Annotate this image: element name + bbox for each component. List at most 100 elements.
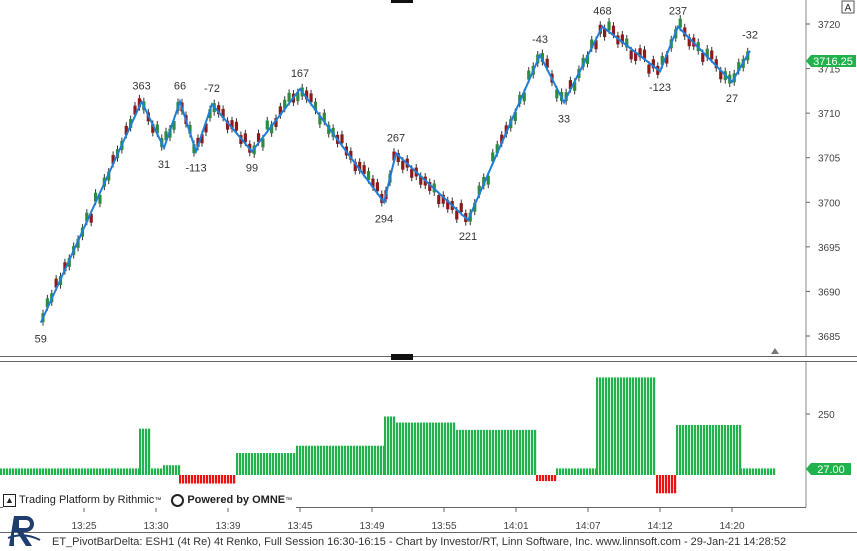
swing-label: 237: [669, 6, 687, 18]
swing-label: 59: [35, 334, 47, 346]
delta-bar: [114, 468, 117, 475]
delta-bar: [148, 428, 151, 475]
delta-bar: [438, 422, 441, 475]
delta-bar: [75, 468, 78, 475]
delta-bar: [761, 468, 764, 475]
swing-label: 33: [558, 113, 570, 125]
renko-brick: [243, 133, 247, 143]
delta-bar: [676, 424, 679, 475]
delta-bar: [362, 445, 365, 475]
delta-bar: [33, 468, 36, 475]
delta-bar: [574, 468, 577, 475]
renko-brick: [410, 168, 414, 178]
delta-bar: [715, 424, 718, 475]
price-tick-label: 3690: [818, 287, 841, 298]
renko-brick: [353, 162, 357, 172]
delta-bar: [123, 468, 126, 475]
renko-brick: [687, 37, 691, 47]
delta-bar: [353, 445, 356, 475]
delta-bar: [323, 445, 326, 475]
renko-brick: [651, 59, 655, 69]
omne-logo-icon: [171, 493, 185, 507]
delta-bar: [263, 453, 266, 475]
delta-bar: [468, 429, 471, 475]
delta-bar: [423, 422, 426, 475]
delta-bar: [341, 445, 344, 475]
delta-bar: [212, 475, 215, 484]
delta-bar: [81, 468, 84, 475]
delta-bar: [3, 468, 6, 475]
chart-footer: ET_PivotBarDelta: ESH1 (4t Re) 4t Renko,…: [52, 536, 787, 548]
delta-bar: [444, 422, 447, 475]
renko-brick: [196, 137, 200, 147]
renko-brick: [522, 92, 526, 102]
delta-bar: [203, 475, 206, 484]
swing-label: 66: [174, 81, 186, 93]
delta-bar: [525, 429, 528, 475]
delta-bar: [260, 453, 263, 475]
renko-brick: [513, 112, 517, 121]
renko-brick: [124, 125, 128, 135]
renko-brick: [85, 212, 89, 222]
delta-bar: [456, 429, 459, 475]
delta-bar: [215, 475, 218, 484]
delta-bar: [218, 475, 221, 484]
delta-bar: [740, 468, 743, 475]
delta-bar: [221, 475, 224, 484]
price-tick-label: 3695: [818, 243, 841, 254]
corner-button[interactable]: A: [841, 0, 855, 14]
delta-bar: [426, 422, 429, 475]
delta-bar: [632, 377, 635, 475]
delta-bar: [293, 453, 296, 475]
delta-bar: [736, 424, 739, 475]
renko-brick: [634, 51, 638, 61]
delta-bar: [432, 422, 435, 475]
delta-bar: [338, 445, 341, 475]
delta-bar: [21, 468, 24, 475]
delta-bar: [390, 416, 393, 475]
expand-icon[interactable]: ▲: [3, 493, 16, 507]
renko-brick: [296, 92, 300, 102]
delta-bar: [18, 468, 21, 475]
delta-bar: [371, 445, 374, 475]
renko-brick: [396, 153, 400, 163]
renko-brick: [500, 134, 504, 144]
renko-brick: [710, 50, 714, 60]
renko-brick: [283, 99, 287, 109]
renko-brick: [172, 120, 176, 130]
delta-bar: [513, 429, 516, 475]
renko-brick: [327, 125, 331, 134]
renko-brick: [573, 81, 577, 91]
renko-brick: [318, 115, 322, 125]
delta-bar: [314, 445, 317, 475]
delta-bar: [528, 429, 531, 475]
renko-brick: [642, 49, 647, 59]
indicator-value-badge: 27.00: [806, 463, 851, 476]
delta-bar: [320, 445, 323, 475]
delta-bar: [350, 445, 353, 475]
renko-brick: [660, 55, 664, 65]
delta-bar: [236, 453, 239, 475]
renko-brick: [358, 161, 362, 171]
delta-bar: [626, 377, 629, 475]
delta-bar: [332, 445, 335, 475]
delta-bar: [605, 377, 608, 475]
delta-bar: [706, 424, 709, 475]
delta-bar: [474, 429, 477, 475]
delta-bar: [659, 475, 662, 494]
delta-bar: [539, 475, 542, 482]
delta-bar: [347, 445, 350, 475]
delta-bar: [154, 468, 157, 475]
delta-bar: [160, 468, 163, 475]
renko-brick: [265, 120, 269, 130]
renko-brick: [607, 21, 611, 31]
delta-bar: [697, 424, 700, 475]
delta-bar: [126, 468, 129, 475]
delta-bar: [200, 475, 203, 484]
swing-label: -113: [185, 162, 206, 174]
corner-button-label: A: [845, 3, 852, 14]
delta-bar: [770, 468, 773, 475]
delta-bar: [51, 468, 54, 475]
delta-bar: [647, 377, 650, 475]
time-tick-label: 13:30: [143, 521, 168, 532]
